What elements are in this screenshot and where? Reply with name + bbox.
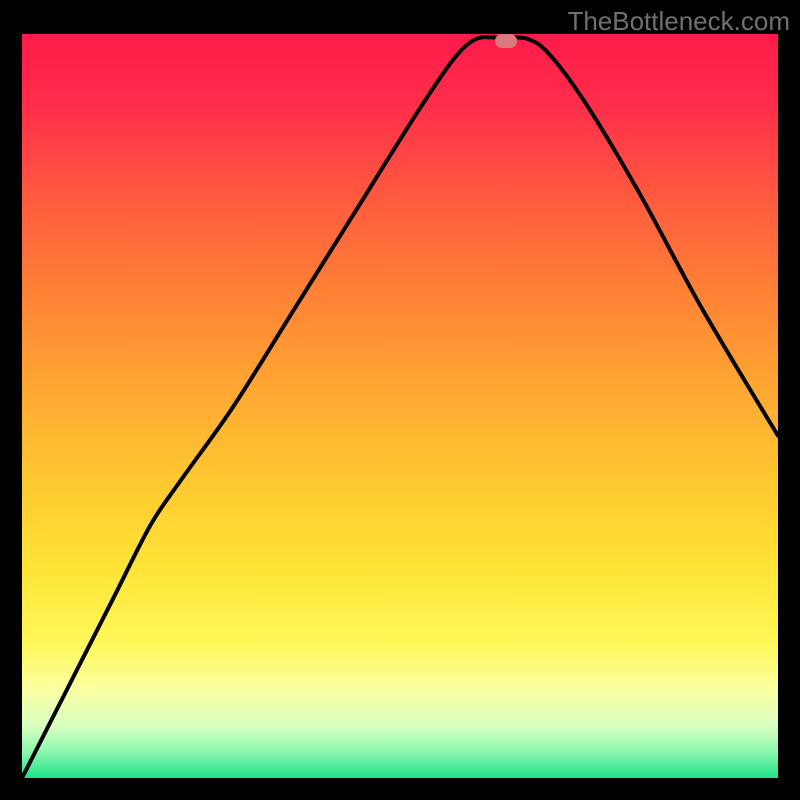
watermark-text: TheBottleneck.com — [567, 6, 790, 37]
optimal-point-marker — [495, 34, 517, 48]
chart-frame — [20, 32, 780, 780]
bottleneck-curve — [22, 34, 778, 778]
chart-container: TheBottleneck.com — [0, 0, 800, 800]
plot-area — [22, 34, 778, 778]
